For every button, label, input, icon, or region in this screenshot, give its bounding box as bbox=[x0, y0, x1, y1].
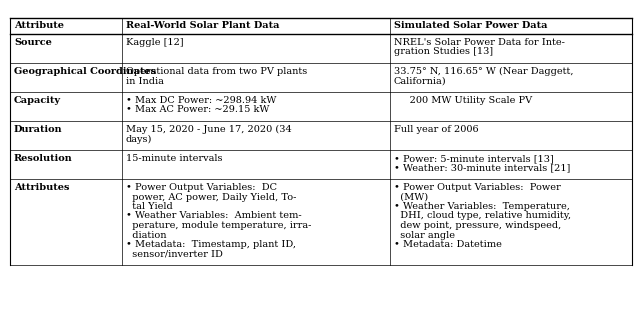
Text: • Metadata:  Timestamp, plant ID,: • Metadata: Timestamp, plant ID, bbox=[126, 240, 296, 249]
Text: Simulated Solar Power Data: Simulated Solar Power Data bbox=[394, 21, 547, 30]
Text: • Weather: 30-minute intervals [21]: • Weather: 30-minute intervals [21] bbox=[394, 163, 570, 173]
Text: Operational data from two PV plants: Operational data from two PV plants bbox=[126, 67, 307, 76]
Text: (MW): (MW) bbox=[394, 193, 428, 202]
Text: sensor/inverter ID: sensor/inverter ID bbox=[126, 250, 223, 259]
Text: Full year of 2006: Full year of 2006 bbox=[394, 125, 479, 134]
Text: • Power: 5-minute intervals [13]: • Power: 5-minute intervals [13] bbox=[394, 154, 554, 163]
Text: power, AC power, Daily Yield, To-: power, AC power, Daily Yield, To- bbox=[126, 193, 296, 202]
Text: dew point, pressure, windspeed,: dew point, pressure, windspeed, bbox=[394, 221, 561, 230]
Text: • Max AC Power: ~29.15 kW: • Max AC Power: ~29.15 kW bbox=[126, 105, 269, 115]
Text: gration Studies [13]: gration Studies [13] bbox=[394, 47, 493, 56]
Text: 33.75° N, 116.65° W (Near Daggett,: 33.75° N, 116.65° W (Near Daggett, bbox=[394, 67, 573, 76]
Text: • Weather Variables:  Ambient tem-: • Weather Variables: Ambient tem- bbox=[126, 212, 301, 221]
Text: in India: in India bbox=[126, 76, 164, 85]
Text: Attributes: Attributes bbox=[14, 183, 70, 192]
Text: 15-minute intervals: 15-minute intervals bbox=[126, 154, 223, 163]
Text: • Power Output Variables:  Power: • Power Output Variables: Power bbox=[394, 183, 561, 192]
Text: Geographical Coordinates: Geographical Coordinates bbox=[14, 67, 156, 76]
Text: • Max DC Power: ~298.94 kW: • Max DC Power: ~298.94 kW bbox=[126, 96, 276, 105]
Text: Real-World Solar Plant Data: Real-World Solar Plant Data bbox=[126, 21, 280, 30]
Text: • Metadata: Datetime: • Metadata: Datetime bbox=[394, 240, 502, 249]
Text: NREL's Solar Power Data for Inte-: NREL's Solar Power Data for Inte- bbox=[394, 38, 565, 47]
Text: 200 MW Utility Scale PV: 200 MW Utility Scale PV bbox=[394, 96, 532, 105]
Text: diation: diation bbox=[126, 231, 166, 240]
Text: • Weather Variables:  Temperature,: • Weather Variables: Temperature, bbox=[394, 202, 570, 211]
Text: Capacity: Capacity bbox=[14, 96, 61, 105]
Text: Attribute: Attribute bbox=[14, 21, 64, 30]
Text: tal Yield: tal Yield bbox=[126, 202, 173, 211]
Text: solar angle: solar angle bbox=[394, 231, 455, 240]
Text: perature, module temperature, irra-: perature, module temperature, irra- bbox=[126, 221, 312, 230]
Text: days): days) bbox=[126, 134, 152, 144]
Text: Resolution: Resolution bbox=[14, 154, 73, 163]
Text: California): California) bbox=[394, 76, 447, 85]
Text: Duration: Duration bbox=[14, 125, 63, 134]
Text: May 15, 2020 - June 17, 2020 (34: May 15, 2020 - June 17, 2020 (34 bbox=[126, 125, 292, 134]
Text: DHI, cloud type, relative humidity,: DHI, cloud type, relative humidity, bbox=[394, 212, 571, 221]
Text: Kaggle [12]: Kaggle [12] bbox=[126, 38, 184, 47]
Text: • Power Output Variables:  DC: • Power Output Variables: DC bbox=[126, 183, 277, 192]
Text: Source: Source bbox=[14, 38, 52, 47]
